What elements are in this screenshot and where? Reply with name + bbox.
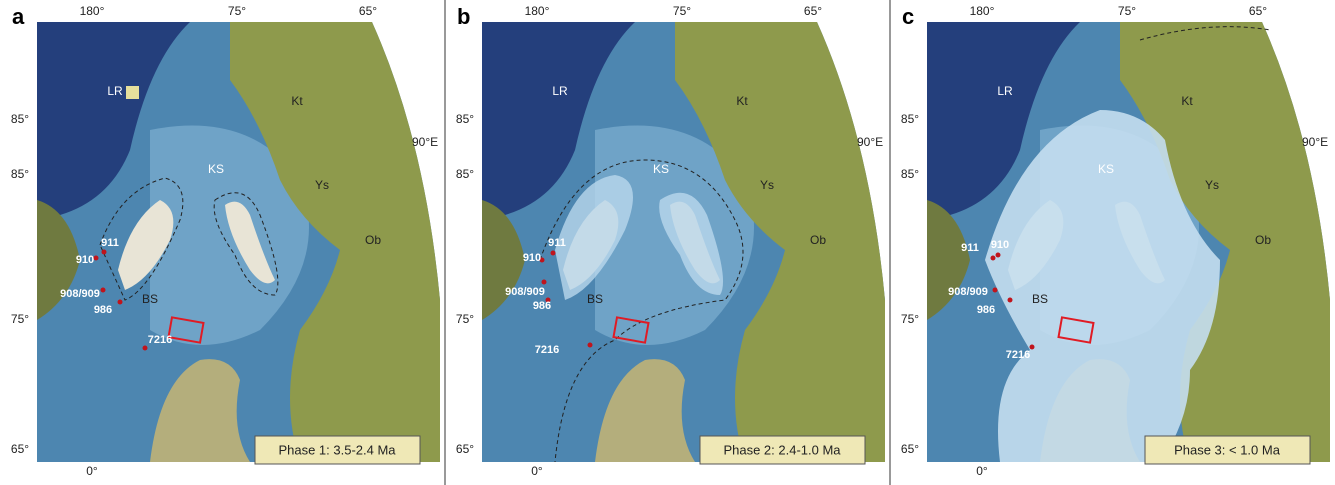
zero-label: 0° xyxy=(976,464,988,478)
site-label: 986 xyxy=(94,304,112,316)
panel-letter: c xyxy=(902,4,914,29)
lat-label: 65° xyxy=(456,442,474,456)
lon-label: 75° xyxy=(228,4,246,18)
lat-label: 85° xyxy=(901,112,919,126)
site-label: 7216 xyxy=(1006,349,1030,361)
east-label: 90°E xyxy=(1302,135,1328,149)
place-label: Kt xyxy=(1181,94,1193,108)
site-label: 911 xyxy=(101,237,119,249)
place-label: Ob xyxy=(810,233,826,247)
site-label: 910 xyxy=(991,239,1009,251)
place-label: Kt xyxy=(736,94,748,108)
lon-label: 180° xyxy=(525,4,550,18)
site-dot xyxy=(542,280,547,285)
lat-label: 85° xyxy=(11,112,29,126)
lat-label: 65° xyxy=(901,442,919,456)
site-dot xyxy=(143,346,148,351)
lr-marker xyxy=(126,86,139,99)
east-label: 90°E xyxy=(412,135,438,149)
site-label: 908/909 xyxy=(948,286,988,298)
site-dot xyxy=(1030,345,1035,350)
site-label: 911 xyxy=(548,237,566,249)
place-label: LR xyxy=(552,84,568,98)
place-label: Ys xyxy=(760,178,774,192)
site-dot xyxy=(588,343,593,348)
map-panel: b 180° 75° 65° 85° 85° 75° 65° 90°E 0° LR KS Kt Ys Ob B… xyxy=(456,4,885,478)
site-dot xyxy=(996,253,1001,258)
lat-label: 85° xyxy=(456,167,474,181)
zero-label: 0° xyxy=(531,464,543,478)
site-label: 7216 xyxy=(148,334,172,346)
site-label: 910 xyxy=(76,254,94,266)
site-label: 986 xyxy=(533,300,551,312)
site-label: 908/909 xyxy=(505,286,545,298)
place-label: LR xyxy=(997,84,1013,98)
panel-letter: a xyxy=(12,4,25,29)
lon-label: 180° xyxy=(80,4,105,18)
map-panel: a 180° 75° 65° 85° 85° 75° 65° 90°E 0° LR KS Kt Ys Ob B… xyxy=(11,4,440,478)
lon-label: 65° xyxy=(1249,4,1267,18)
figure: a 180° 75° 65° 85° 85° 75° 65° 90°E 0° LR KS Kt Ys Ob B… xyxy=(0,0,1335,485)
site-label: 908/909 xyxy=(60,288,100,300)
east-label: 90°E xyxy=(857,135,883,149)
site-dot xyxy=(551,251,556,256)
site-dot xyxy=(993,288,998,293)
site-dot xyxy=(101,288,106,293)
place-label: KS xyxy=(653,162,669,176)
place-label: Ys xyxy=(1205,178,1219,192)
site-dot xyxy=(1008,298,1013,303)
lon-label: 180° xyxy=(970,4,995,18)
site-dot xyxy=(102,250,107,255)
lon-label: 75° xyxy=(1118,4,1136,18)
lat-label: 85° xyxy=(11,167,29,181)
place-label: BS xyxy=(587,292,603,306)
site-dot xyxy=(991,256,996,261)
lat-label: 75° xyxy=(11,312,29,326)
lon-label: 65° xyxy=(804,4,822,18)
zero-label: 0° xyxy=(86,464,98,478)
site-dot xyxy=(94,256,99,261)
place-label: Kt xyxy=(291,94,303,108)
lat-label: 85° xyxy=(456,112,474,126)
place-label: LR xyxy=(107,84,123,98)
place-label: BS xyxy=(142,292,158,306)
phase-label: Phase 1: 3.5-2.4 Ma xyxy=(278,442,396,457)
site-dot xyxy=(118,300,123,305)
phase-label: Phase 3: < 1.0 Ma xyxy=(1174,442,1281,457)
site-label: 7216 xyxy=(535,344,559,356)
site-label: 911 xyxy=(961,242,979,254)
place-label: Ys xyxy=(315,178,329,192)
phase-label: Phase 2: 2.4-1.0 Ma xyxy=(723,442,841,457)
lat-label: 75° xyxy=(901,312,919,326)
place-label: Ob xyxy=(1255,233,1271,247)
lon-label: 75° xyxy=(673,4,691,18)
place-label: KS xyxy=(1098,162,1114,176)
site-label: 986 xyxy=(977,304,995,316)
lat-label: 65° xyxy=(11,442,29,456)
lon-label: 65° xyxy=(359,4,377,18)
place-label: BS xyxy=(1032,292,1048,306)
map-panel: c 180° 75° 65° 85° 85° 75° 65° 90°E 0° LR KS Kt Ys Ob B… xyxy=(901,4,1330,478)
panel-letter: b xyxy=(457,4,470,29)
place-label: Ob xyxy=(365,233,381,247)
lat-label: 85° xyxy=(901,167,919,181)
place-label: KS xyxy=(208,162,224,176)
lat-label: 75° xyxy=(456,312,474,326)
site-label: 910 xyxy=(523,252,541,264)
